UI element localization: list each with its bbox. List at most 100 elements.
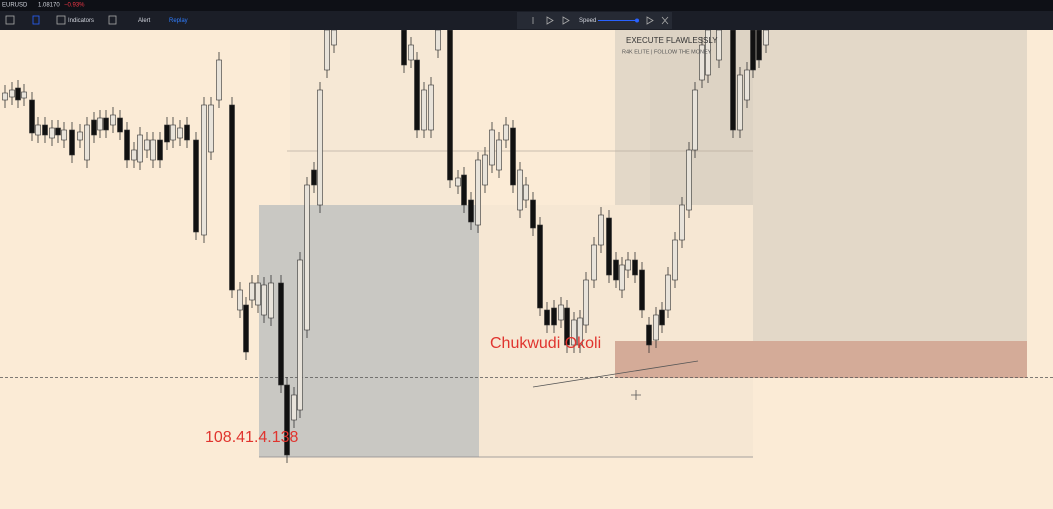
candle-body xyxy=(625,259,631,271)
candle-body xyxy=(15,87,21,101)
candle-body xyxy=(331,29,337,46)
speed-handle[interactable] xyxy=(635,18,639,23)
candle-body xyxy=(496,139,502,171)
candle-body xyxy=(29,99,35,134)
candle-body xyxy=(530,199,536,229)
candle-body xyxy=(2,92,8,101)
candle-body xyxy=(401,29,407,66)
candle-body xyxy=(157,139,163,161)
candle-body xyxy=(591,244,597,281)
candle-body xyxy=(756,29,762,61)
candle-body xyxy=(435,29,441,51)
candle-body xyxy=(653,314,659,341)
candle-body xyxy=(564,307,570,346)
candle-body xyxy=(193,139,199,233)
candle-body xyxy=(692,89,698,151)
candle-body xyxy=(103,117,109,131)
candle-body xyxy=(110,114,116,126)
change: −0.93% xyxy=(64,3,85,9)
candle-body xyxy=(421,89,427,131)
candle-body xyxy=(42,124,48,136)
candle-body xyxy=(208,104,214,153)
speed-label: Speed xyxy=(579,18,596,24)
candle-body xyxy=(517,169,523,211)
candle-body xyxy=(243,304,249,353)
zone-light xyxy=(479,205,753,457)
candle-body xyxy=(297,259,303,411)
candle-body xyxy=(255,282,261,306)
zone-red xyxy=(615,341,1027,378)
candle-body xyxy=(201,104,207,236)
candle-body xyxy=(21,91,27,99)
candle-body xyxy=(35,124,41,136)
chart-type-icon[interactable] xyxy=(5,15,15,25)
candle-body xyxy=(737,74,743,131)
candle-body xyxy=(69,129,75,156)
symbol: EURUSD xyxy=(2,3,28,9)
replay-controls[interactable] xyxy=(532,16,570,25)
candle-body xyxy=(744,69,750,101)
candle-body xyxy=(131,149,137,161)
candle-body xyxy=(291,394,297,421)
replay-close[interactable] xyxy=(646,16,669,25)
price: 1.08170 xyxy=(38,3,60,9)
top-strip xyxy=(0,0,1053,11)
candle-body xyxy=(237,289,243,311)
candle-body xyxy=(659,309,665,326)
candle-body xyxy=(150,139,156,161)
candle-body xyxy=(672,239,678,281)
layout-icon[interactable] xyxy=(108,15,117,25)
candle-body xyxy=(91,119,97,136)
alert-button[interactable]: Alert xyxy=(138,18,151,24)
candle-body xyxy=(665,274,671,311)
indicators-button[interactable]: Indicators xyxy=(68,18,94,24)
replay-button[interactable]: Replay xyxy=(169,18,188,24)
candle-body xyxy=(124,129,130,161)
watermark-title: EXECUTE FLAWLESSLY xyxy=(626,36,718,45)
candle-body xyxy=(730,29,736,131)
candle-body xyxy=(9,89,15,98)
candle-body xyxy=(468,199,474,223)
candle-body xyxy=(249,282,255,301)
candle-body xyxy=(503,124,509,141)
candle-body xyxy=(324,29,330,71)
candle-body xyxy=(170,124,176,141)
candle-body xyxy=(544,309,550,326)
watermark-subtitle: R4K ELITE | FOLLOW THE MONEY xyxy=(622,49,712,55)
candle-body xyxy=(97,117,103,131)
candle-body xyxy=(284,384,290,456)
candle-body xyxy=(447,29,453,181)
candle-body xyxy=(311,169,317,186)
candle-body xyxy=(117,117,123,133)
candle-body xyxy=(268,282,274,319)
candle-body xyxy=(613,259,619,281)
candle-body xyxy=(261,284,267,316)
candle-body xyxy=(583,279,589,326)
crosshair xyxy=(631,390,641,400)
candle-body xyxy=(558,304,564,321)
candle-body xyxy=(164,124,170,143)
candle-body xyxy=(77,131,83,141)
candle-body xyxy=(598,214,604,246)
indicators-icon xyxy=(56,15,66,25)
candle-body xyxy=(49,127,55,139)
candle-body xyxy=(61,129,67,141)
candle-body xyxy=(632,259,638,276)
candle-body xyxy=(461,174,467,206)
candle-body xyxy=(619,264,625,291)
candle-body xyxy=(482,154,488,186)
candle-body xyxy=(679,204,685,241)
overlay-ip: 108.41.4.138 xyxy=(205,429,299,446)
candle-body xyxy=(137,134,143,163)
candle-body xyxy=(489,129,495,166)
candle-body xyxy=(699,44,705,81)
candle-body xyxy=(537,224,543,309)
timeframe-icon[interactable] xyxy=(32,15,40,25)
candle-body xyxy=(177,127,183,139)
trend-line xyxy=(532,360,699,388)
candle-body xyxy=(408,44,414,61)
candle-body xyxy=(229,104,235,291)
candle-body xyxy=(551,307,557,326)
candle-body xyxy=(523,184,529,201)
